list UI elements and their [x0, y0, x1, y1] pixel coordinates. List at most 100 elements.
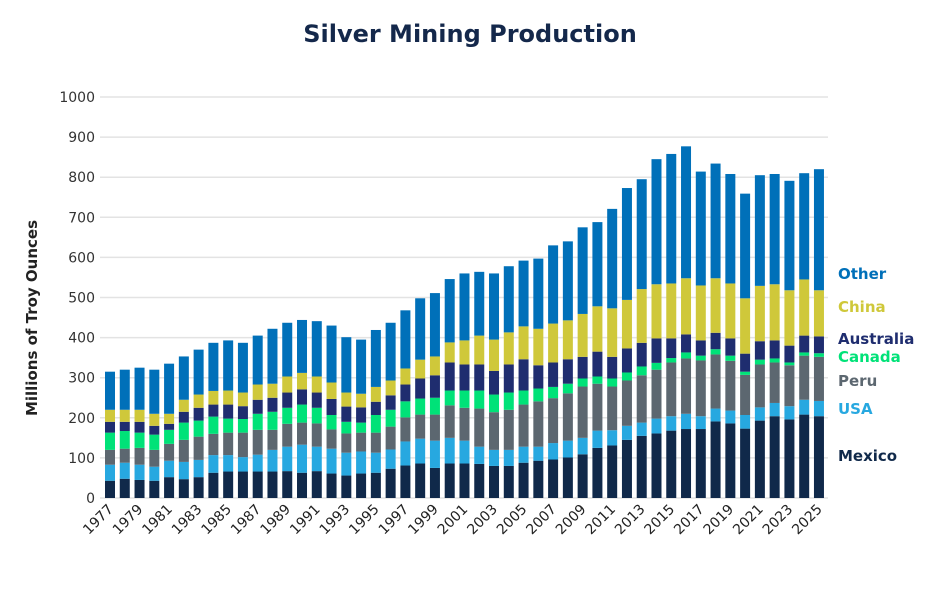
bar-segment-other-1984	[208, 342, 219, 391]
y-tick-label: 400	[68, 331, 95, 347]
bar-segment-other-1988	[267, 328, 278, 384]
bar-segment-mexico-2023	[784, 419, 795, 498]
x-tick-label: 1991	[287, 502, 324, 539]
bar-segment-other-1987	[252, 335, 263, 385]
bar-segment-australia-1981	[164, 423, 175, 430]
bar-segment-peru-1981	[164, 443, 175, 461]
bar-segment-canada-2006	[533, 388, 544, 402]
bar-segment-canada-1988	[267, 411, 278, 430]
bar-segment-china-2007	[548, 323, 559, 363]
bar-segment-usa-1988	[267, 449, 278, 472]
bar-segment-china-2018	[710, 278, 721, 333]
bar-segment-china-1988	[267, 383, 278, 398]
bar-segment-mexico-2010	[592, 447, 603, 498]
bar-segment-mexico-1995	[370, 472, 381, 498]
bar-segment-canada-1981	[164, 429, 175, 444]
bar-segment-usa-2017	[695, 416, 706, 430]
bar-segment-australia-1992	[326, 398, 337, 415]
bar-segment-peru-2016	[681, 358, 692, 414]
x-tick-label: 1989	[258, 502, 295, 539]
bar-segment-mexico-2004	[503, 465, 514, 498]
bar-segment-usa-2025	[813, 400, 824, 417]
bar-segment-china-1995	[370, 386, 381, 402]
bar-segment-australia-1991	[311, 392, 322, 408]
bar-segment-australia-1980	[149, 425, 160, 435]
bar-segment-china-2019	[725, 283, 736, 339]
bar-segment-peru-1984	[208, 433, 219, 456]
bar-segment-peru-2010	[592, 383, 603, 431]
bar-segment-australia-1986	[237, 406, 248, 420]
bar-segment-china-2009	[577, 313, 588, 357]
bar-segment-other-2021	[754, 175, 765, 286]
bar-segment-australia-1988	[267, 397, 278, 412]
bar-segment-australia-2021	[754, 341, 765, 360]
x-tick-label: 2021	[730, 502, 767, 539]
bar-segment-peru-2014	[651, 369, 662, 419]
bar-segment-other-2000	[444, 279, 455, 343]
bar-segment-china-2014	[651, 284, 662, 339]
bar-segment-other-1980	[149, 369, 160, 414]
bar-segment-canada-1980	[149, 434, 160, 450]
bar-segment-other-2003	[489, 273, 500, 340]
bar-segment-usa-2003	[489, 449, 500, 466]
bar-segment-mexico-1988	[267, 471, 278, 498]
bar-segment-mexico-2000	[444, 463, 455, 498]
bar-segment-canada-2014	[651, 362, 662, 370]
bar-segment-canada-2017	[695, 355, 706, 361]
bar-segment-canada-2025	[813, 353, 824, 357]
bar-segment-usa-2006	[533, 446, 544, 461]
bar-segment-china-1999	[429, 356, 440, 376]
legend-item-other: Other	[838, 265, 887, 283]
bar-segment-china-2003	[489, 339, 500, 371]
bar-segment-mexico-1981	[164, 477, 175, 498]
bar-segment-mexico-2025	[813, 416, 824, 498]
y-tick-label: 200	[68, 411, 95, 427]
bar-segment-china-2002	[474, 335, 485, 365]
bar-segment-china-2000	[444, 342, 455, 363]
x-tick-label: 2007	[523, 502, 560, 539]
bar-segment-peru-1996	[385, 426, 396, 450]
bar-segment-mexico-2018	[710, 421, 721, 498]
bar-segment-china-2016	[681, 278, 692, 335]
bar-segment-other-2019	[725, 173, 736, 284]
bar-segment-peru-2004	[503, 409, 514, 450]
bar-segment-australia-2006	[533, 365, 544, 389]
bar-segment-australia-2010	[592, 351, 603, 377]
legend-item-peru: Peru	[838, 372, 878, 390]
bar-segment-china-2022	[769, 284, 780, 341]
bar-segment-canada-1998	[415, 398, 426, 415]
bar-segment-canada-2023	[784, 362, 795, 366]
bar-segment-peru-2020	[740, 374, 751, 415]
bar-segment-usa-2002	[474, 446, 485, 464]
bar-segment-china-1982	[178, 399, 189, 412]
x-tick-label: 2023	[760, 502, 797, 539]
bar-segment-usa-1982	[178, 461, 189, 480]
bar-segment-usa-2023	[784, 406, 795, 420]
bar-segment-other-2014	[651, 159, 662, 285]
bar-segment-canada-1990	[297, 404, 308, 423]
x-tick-label: 2005	[494, 502, 531, 539]
bar-segment-canada-2002	[474, 390, 485, 409]
bar-segment-canada-2011	[607, 378, 618, 387]
bar-segment-mexico-1991	[311, 471, 322, 498]
bar-segment-canada-1977	[105, 432, 115, 450]
x-tick-label: 2019	[701, 502, 738, 539]
bar-segment-other-2007	[548, 245, 559, 324]
bar-segment-china-1994	[356, 393, 367, 408]
bar-segment-other-2016	[681, 146, 692, 279]
y-tick-label: 1000	[59, 90, 95, 106]
y-tick-label: 600	[68, 250, 95, 266]
bar-segment-peru-1999	[429, 414, 440, 441]
bar-segment-australia-2015	[666, 338, 677, 359]
bar-segment-canada-2012	[621, 372, 632, 381]
bar-segment-china-2013	[636, 289, 647, 343]
bar-segment-china-1983	[193, 394, 204, 408]
x-tick-label: 1995	[346, 502, 383, 539]
bar-segment-canada-2019	[725, 355, 736, 361]
x-tick-label: 1985	[198, 502, 235, 539]
bar-segment-other-2025	[813, 169, 824, 291]
bar-segment-china-2006	[533, 328, 544, 366]
bar-segment-mexico-1996	[385, 468, 396, 498]
bar-segment-china-2023	[784, 290, 795, 346]
